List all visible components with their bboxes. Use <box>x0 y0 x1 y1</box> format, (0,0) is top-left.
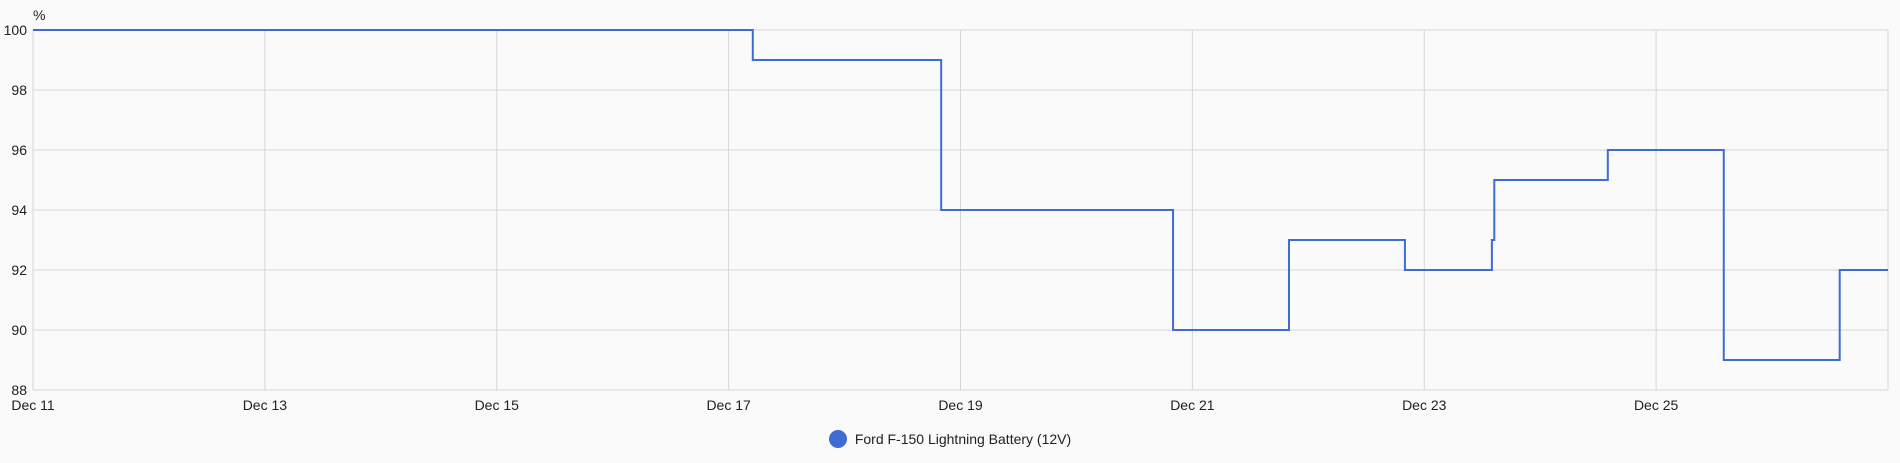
x-tick-label: Dec 11 <box>11 397 55 413</box>
legend-swatch <box>829 430 847 448</box>
y-tick-label: 92 <box>11 262 27 278</box>
legend-label: Ford F-150 Lightning Battery (12V) <box>855 431 1071 447</box>
x-tick-label: Dec 17 <box>706 397 751 413</box>
y-tick-label: 96 <box>11 142 27 158</box>
x-tick-label: Dec 19 <box>938 397 983 413</box>
y-tick-label: 98 <box>11 82 27 98</box>
x-tick-label: Dec 25 <box>1634 397 1679 413</box>
y-tick-label: 88 <box>11 382 27 398</box>
y-tick-label: 94 <box>11 202 27 218</box>
y-axis-unit-label: % <box>33 7 45 23</box>
x-tick-label: Dec 23 <box>1402 397 1447 413</box>
x-tick-label: Dec 15 <box>475 397 520 413</box>
x-tick-label: Dec 21 <box>1170 397 1215 413</box>
x-tick-label: Dec 13 <box>243 397 288 413</box>
legend[interactable]: Ford F-150 Lightning Battery (12V) <box>0 430 1900 448</box>
y-tick-label: 100 <box>4 22 28 38</box>
y-tick-label: 90 <box>11 322 27 338</box>
